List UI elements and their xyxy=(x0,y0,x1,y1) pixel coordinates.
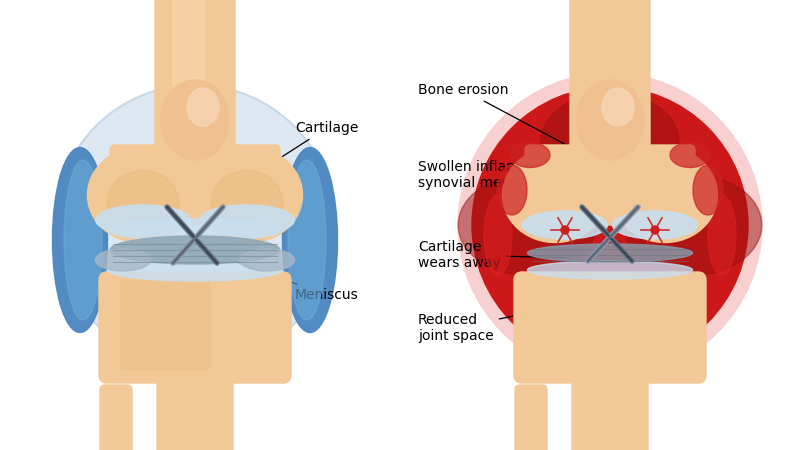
Circle shape xyxy=(561,226,569,234)
Ellipse shape xyxy=(107,171,179,235)
Ellipse shape xyxy=(187,88,219,126)
Ellipse shape xyxy=(613,211,698,239)
Ellipse shape xyxy=(527,261,693,279)
Ellipse shape xyxy=(110,236,280,264)
FancyBboxPatch shape xyxy=(525,145,695,225)
Text: Meniscus: Meniscus xyxy=(233,261,358,302)
Text: Bone erosion: Bone erosion xyxy=(418,83,570,147)
Circle shape xyxy=(55,85,335,365)
Ellipse shape xyxy=(107,259,282,281)
FancyBboxPatch shape xyxy=(110,145,280,225)
Text: Swollen inflamed
synovial membrane: Swollen inflamed synovial membrane xyxy=(418,160,556,216)
FancyBboxPatch shape xyxy=(570,0,650,163)
Ellipse shape xyxy=(53,148,107,333)
Circle shape xyxy=(651,226,659,234)
Ellipse shape xyxy=(510,143,550,167)
Text: Cartilage
wears away: Cartilage wears away xyxy=(418,240,570,270)
Ellipse shape xyxy=(87,148,193,243)
Ellipse shape xyxy=(602,88,634,126)
FancyBboxPatch shape xyxy=(120,280,210,370)
Ellipse shape xyxy=(95,205,190,235)
Ellipse shape xyxy=(458,175,596,275)
Ellipse shape xyxy=(64,160,102,320)
Ellipse shape xyxy=(613,148,718,243)
FancyBboxPatch shape xyxy=(572,362,648,450)
Ellipse shape xyxy=(541,258,679,358)
FancyBboxPatch shape xyxy=(157,362,233,450)
Ellipse shape xyxy=(497,165,527,215)
Ellipse shape xyxy=(484,195,512,275)
Ellipse shape xyxy=(161,80,229,160)
Ellipse shape xyxy=(522,211,607,239)
Ellipse shape xyxy=(624,175,762,275)
Ellipse shape xyxy=(239,249,294,271)
Circle shape xyxy=(472,87,748,363)
Ellipse shape xyxy=(576,80,644,160)
FancyBboxPatch shape xyxy=(155,0,235,163)
Text: Cartilage: Cartilage xyxy=(220,121,358,197)
Ellipse shape xyxy=(107,219,282,241)
Ellipse shape xyxy=(693,165,723,215)
Circle shape xyxy=(458,73,762,377)
Ellipse shape xyxy=(95,249,150,271)
Ellipse shape xyxy=(708,195,736,275)
Ellipse shape xyxy=(670,143,710,167)
FancyBboxPatch shape xyxy=(515,385,547,450)
FancyBboxPatch shape xyxy=(514,272,706,383)
Ellipse shape xyxy=(199,205,294,235)
Ellipse shape xyxy=(502,148,607,243)
Ellipse shape xyxy=(198,148,302,243)
FancyBboxPatch shape xyxy=(100,385,132,450)
Ellipse shape xyxy=(211,171,283,235)
Ellipse shape xyxy=(527,244,693,262)
Text: Reduced
joint space: Reduced joint space xyxy=(418,298,598,343)
Ellipse shape xyxy=(541,92,679,192)
FancyBboxPatch shape xyxy=(173,0,205,154)
Ellipse shape xyxy=(288,160,326,320)
FancyBboxPatch shape xyxy=(99,272,291,383)
Ellipse shape xyxy=(282,148,338,333)
